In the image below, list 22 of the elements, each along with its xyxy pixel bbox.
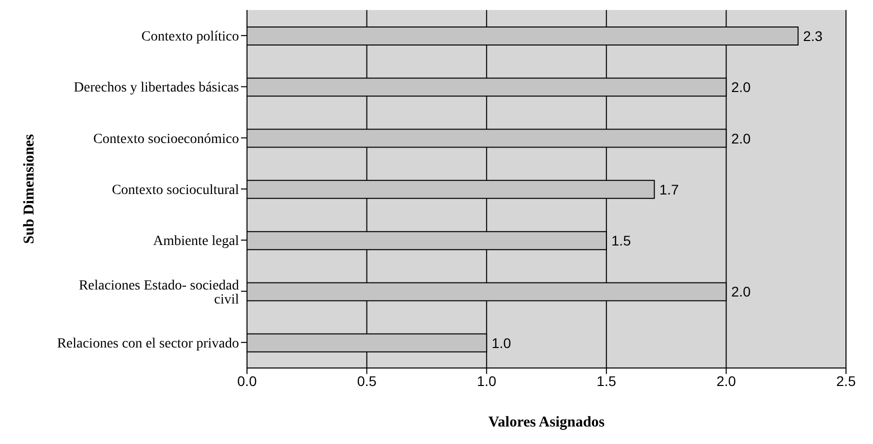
data-label: 2.0	[731, 130, 751, 146]
data-label: 2.3	[803, 28, 823, 44]
x-tick-label: 2.0	[716, 372, 736, 389]
data-label: 2.0	[731, 284, 751, 300]
y-tick-label: Contexto político	[141, 30, 239, 45]
y-tick-label: Derechos y libertades básicas	[74, 80, 239, 96]
y-tick-label: Ambiente legal	[153, 234, 240, 250]
y-tick-label: Contexto socioeconómico	[93, 132, 239, 147]
y-tick-label: Relaciones con el sector privado	[57, 336, 239, 352]
y-tick-label: Contexto sociocultural	[112, 182, 240, 198]
x-tick-label: 1.0	[476, 372, 497, 389]
y-axis-title: Sub Dimensiones	[21, 134, 38, 244]
x-tick-label: 0.0	[237, 372, 257, 389]
x-tick-label: 1.5	[596, 372, 616, 389]
x-axis-title: Valores Asignados	[488, 414, 605, 431]
x-tick-label: 0.5	[357, 372, 377, 389]
data-label: 1.5	[611, 232, 632, 249]
y-tick-label: Relaciones Estado- sociedad civil	[78, 278, 240, 308]
data-label: 1.7	[659, 181, 679, 198]
x-tick-label: 2.5	[836, 372, 856, 389]
data-label: 1.0	[492, 334, 512, 351]
data-label: 2.0	[731, 79, 751, 96]
